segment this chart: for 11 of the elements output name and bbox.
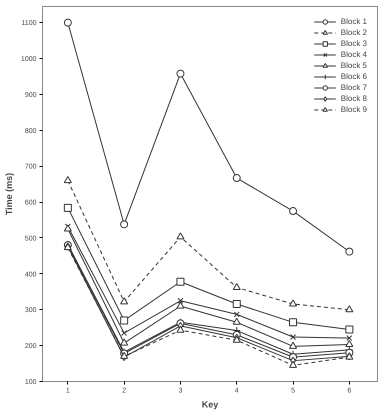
y-axis-title: Time (ms)	[4, 172, 14, 216]
legend-label: Block 5	[340, 60, 367, 71]
legend-label: Block 8	[340, 93, 367, 104]
legend-label: Block 4	[340, 49, 367, 60]
legend-label: Block 3	[340, 38, 367, 49]
x-axis-title: Key	[202, 400, 218, 410]
legend-label: Block 2	[340, 27, 367, 38]
legend-label: Block 1	[340, 16, 367, 27]
legend-label: Block 7	[340, 82, 367, 93]
legend-label: Block 9	[340, 104, 367, 115]
legend-label: Block 6	[340, 71, 367, 82]
